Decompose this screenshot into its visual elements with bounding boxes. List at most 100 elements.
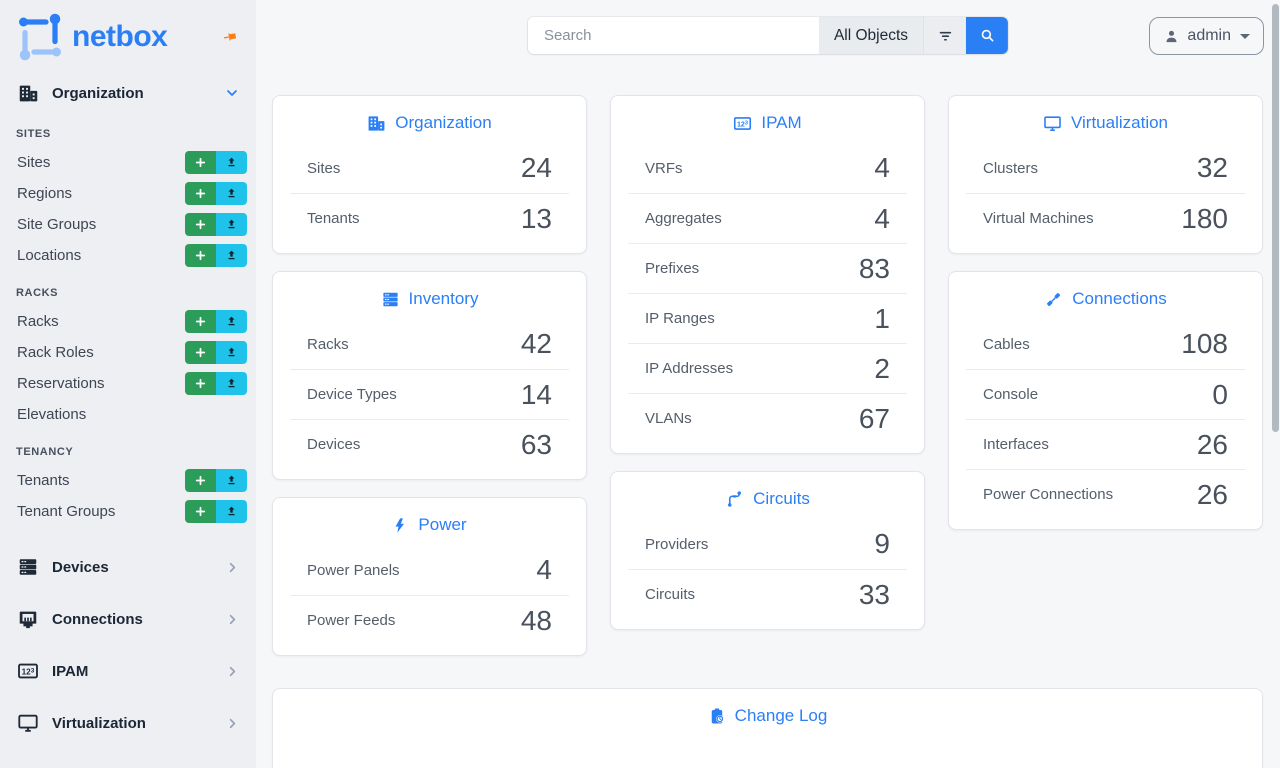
stat-value: 67: [858, 402, 890, 434]
sidebar-item-reservations[interactable]: Reservations: [0, 368, 256, 399]
search-scope-select[interactable]: All Objects: [818, 17, 924, 54]
stat-row[interactable]: VRFs 4: [628, 143, 907, 193]
sidebar-item-tenant-groups[interactable]: Tenant Groups: [0, 496, 256, 527]
sidebar-item-label: Locations: [17, 247, 82, 264]
add-button[interactable]: [185, 182, 216, 205]
stat-row[interactable]: Virtual Machines 180: [966, 193, 1245, 243]
sidebar-item-rack-roles[interactable]: Rack Roles: [0, 337, 256, 368]
sidebar-item-label: Regions: [17, 185, 73, 202]
stat-row[interactable]: Clusters 32: [966, 143, 1245, 193]
stat-row[interactable]: IP Ranges 1: [628, 293, 907, 343]
card-title-link[interactable]: Connections: [966, 272, 1245, 319]
sidebar-item-ipam[interactable]: 12 3 IPAM: [0, 645, 256, 697]
card-organization: Organization Sites 24 Tenants 13: [272, 95, 587, 254]
add-button[interactable]: [185, 469, 216, 492]
sidebar-item-virtualization[interactable]: Virtualization: [0, 697, 256, 749]
add-button[interactable]: [185, 151, 216, 174]
stat-row[interactable]: Prefixes 83: [628, 243, 907, 293]
clipboard-clock-icon: [708, 707, 726, 725]
add-button[interactable]: [185, 213, 216, 236]
stat-value: 32: [1196, 152, 1228, 183]
add-button[interactable]: [185, 310, 216, 333]
stat-label: Interfaces: [983, 436, 1049, 453]
stat-row[interactable]: Aggregates 4: [628, 193, 907, 243]
sidebar-item-connections[interactable]: Connections: [0, 593, 256, 645]
sidebar-item-sites[interactable]: Sites: [0, 147, 256, 178]
card-connections: Connections Cables 108 Console 0 Interfa…: [948, 271, 1263, 530]
sidebar-item-elevations[interactable]: Elevations: [0, 399, 256, 430]
add-button[interactable]: [185, 341, 216, 364]
stat-value: 83: [858, 252, 890, 284]
sidebar-item-devices[interactable]: Devices: [0, 541, 256, 593]
topbar: All Objects: [272, 0, 1264, 71]
card-virtualization: Virtualization Clusters 32 Virtual Machi…: [948, 95, 1263, 254]
stat-value: 180: [1181, 202, 1228, 234]
upload-icon: [225, 156, 238, 169]
add-button[interactable]: [185, 500, 216, 523]
stat-row[interactable]: Tenants 13: [290, 193, 569, 243]
card-title-link[interactable]: Organization: [290, 96, 569, 143]
import-button[interactable]: [216, 341, 247, 364]
sidebar-item-racks[interactable]: Racks: [0, 306, 256, 337]
plus-icon: [194, 249, 207, 262]
filter-button[interactable]: [923, 17, 967, 54]
import-button[interactable]: [216, 469, 247, 492]
stat-row[interactable]: Power Feeds 48: [290, 595, 569, 645]
caret-down-icon: [1240, 33, 1250, 39]
user-menu-button[interactable]: admin: [1149, 17, 1264, 55]
netbox-logo-icon[interactable]: [16, 13, 64, 61]
sidebar-item-locations[interactable]: Locations: [0, 240, 256, 271]
card-title-link[interactable]: Virtualization: [966, 96, 1245, 143]
counter-icon: 12 3: [16, 659, 40, 683]
stat-row[interactable]: Interfaces 26: [966, 419, 1245, 469]
card-ipam: 12 3 IPAM VRFs 4 Aggregates 4: [610, 95, 925, 454]
sidebar-item-site-groups[interactable]: Site Groups: [0, 209, 256, 240]
import-button[interactable]: [216, 182, 247, 205]
search-input[interactable]: [527, 17, 819, 54]
sidebar-item-organization[interactable]: Organization: [0, 74, 256, 112]
import-button[interactable]: [216, 372, 247, 395]
card-title-link[interactable]: Circuits: [628, 472, 907, 519]
sidebar-item-label: Tenants: [17, 472, 70, 489]
stat-row[interactable]: VLANs 67: [628, 393, 907, 443]
ethernet-port-icon: [16, 607, 40, 631]
stat-row[interactable]: Console 0: [966, 369, 1245, 419]
card-title-text: Organization: [395, 113, 492, 132]
import-button[interactable]: [216, 213, 247, 236]
import-button[interactable]: [216, 151, 247, 174]
card-title-text: Power: [418, 515, 467, 534]
stat-row[interactable]: Providers 9: [628, 519, 907, 569]
stat-row[interactable]: Racks 42: [290, 319, 569, 369]
page-scrollbar-thumb[interactable]: [1272, 4, 1279, 432]
stat-row[interactable]: Device Types 14: [290, 369, 569, 419]
add-button[interactable]: [185, 372, 216, 395]
card-title-link[interactable]: Inventory: [290, 272, 569, 319]
import-button[interactable]: [216, 500, 247, 523]
chevron-right-icon: [225, 664, 240, 679]
upload-icon: [225, 187, 238, 200]
stat-row[interactable]: Power Panels 4: [290, 545, 569, 595]
stat-row[interactable]: Devices 63: [290, 419, 569, 469]
sidebar-item-regions[interactable]: Regions: [0, 178, 256, 209]
sidebar-item-label: Elevations: [17, 406, 87, 423]
logo-row: netbox: [0, 0, 256, 66]
card-circuits: Circuits Providers 9 Circuits 33: [610, 471, 925, 630]
stat-value: 26: [1196, 428, 1228, 460]
pin-sidebar-button[interactable]: [218, 26, 240, 48]
stat-row[interactable]: Cables 108: [966, 319, 1245, 369]
brand-wordmark[interactable]: netbox: [72, 20, 168, 53]
stat-label: Power Panels: [307, 561, 400, 579]
stat-row[interactable]: Sites 24: [290, 143, 569, 193]
add-button[interactable]: [185, 244, 216, 267]
sidebar-item-tenants[interactable]: Tenants: [0, 465, 256, 496]
card-title-text: Circuits: [753, 489, 810, 508]
stat-row[interactable]: IP Addresses 2: [628, 343, 907, 393]
import-button[interactable]: [216, 244, 247, 267]
card-title-link[interactable]: 12 3 IPAM: [628, 96, 907, 143]
import-button[interactable]: [216, 310, 247, 333]
stat-row[interactable]: Power Connections 26: [966, 469, 1245, 519]
card-title-link[interactable]: Change Log: [290, 689, 1245, 736]
stat-row[interactable]: Circuits 33: [628, 569, 907, 619]
search-submit-button[interactable]: [966, 17, 1009, 54]
card-title-link[interactable]: Power: [290, 498, 569, 545]
